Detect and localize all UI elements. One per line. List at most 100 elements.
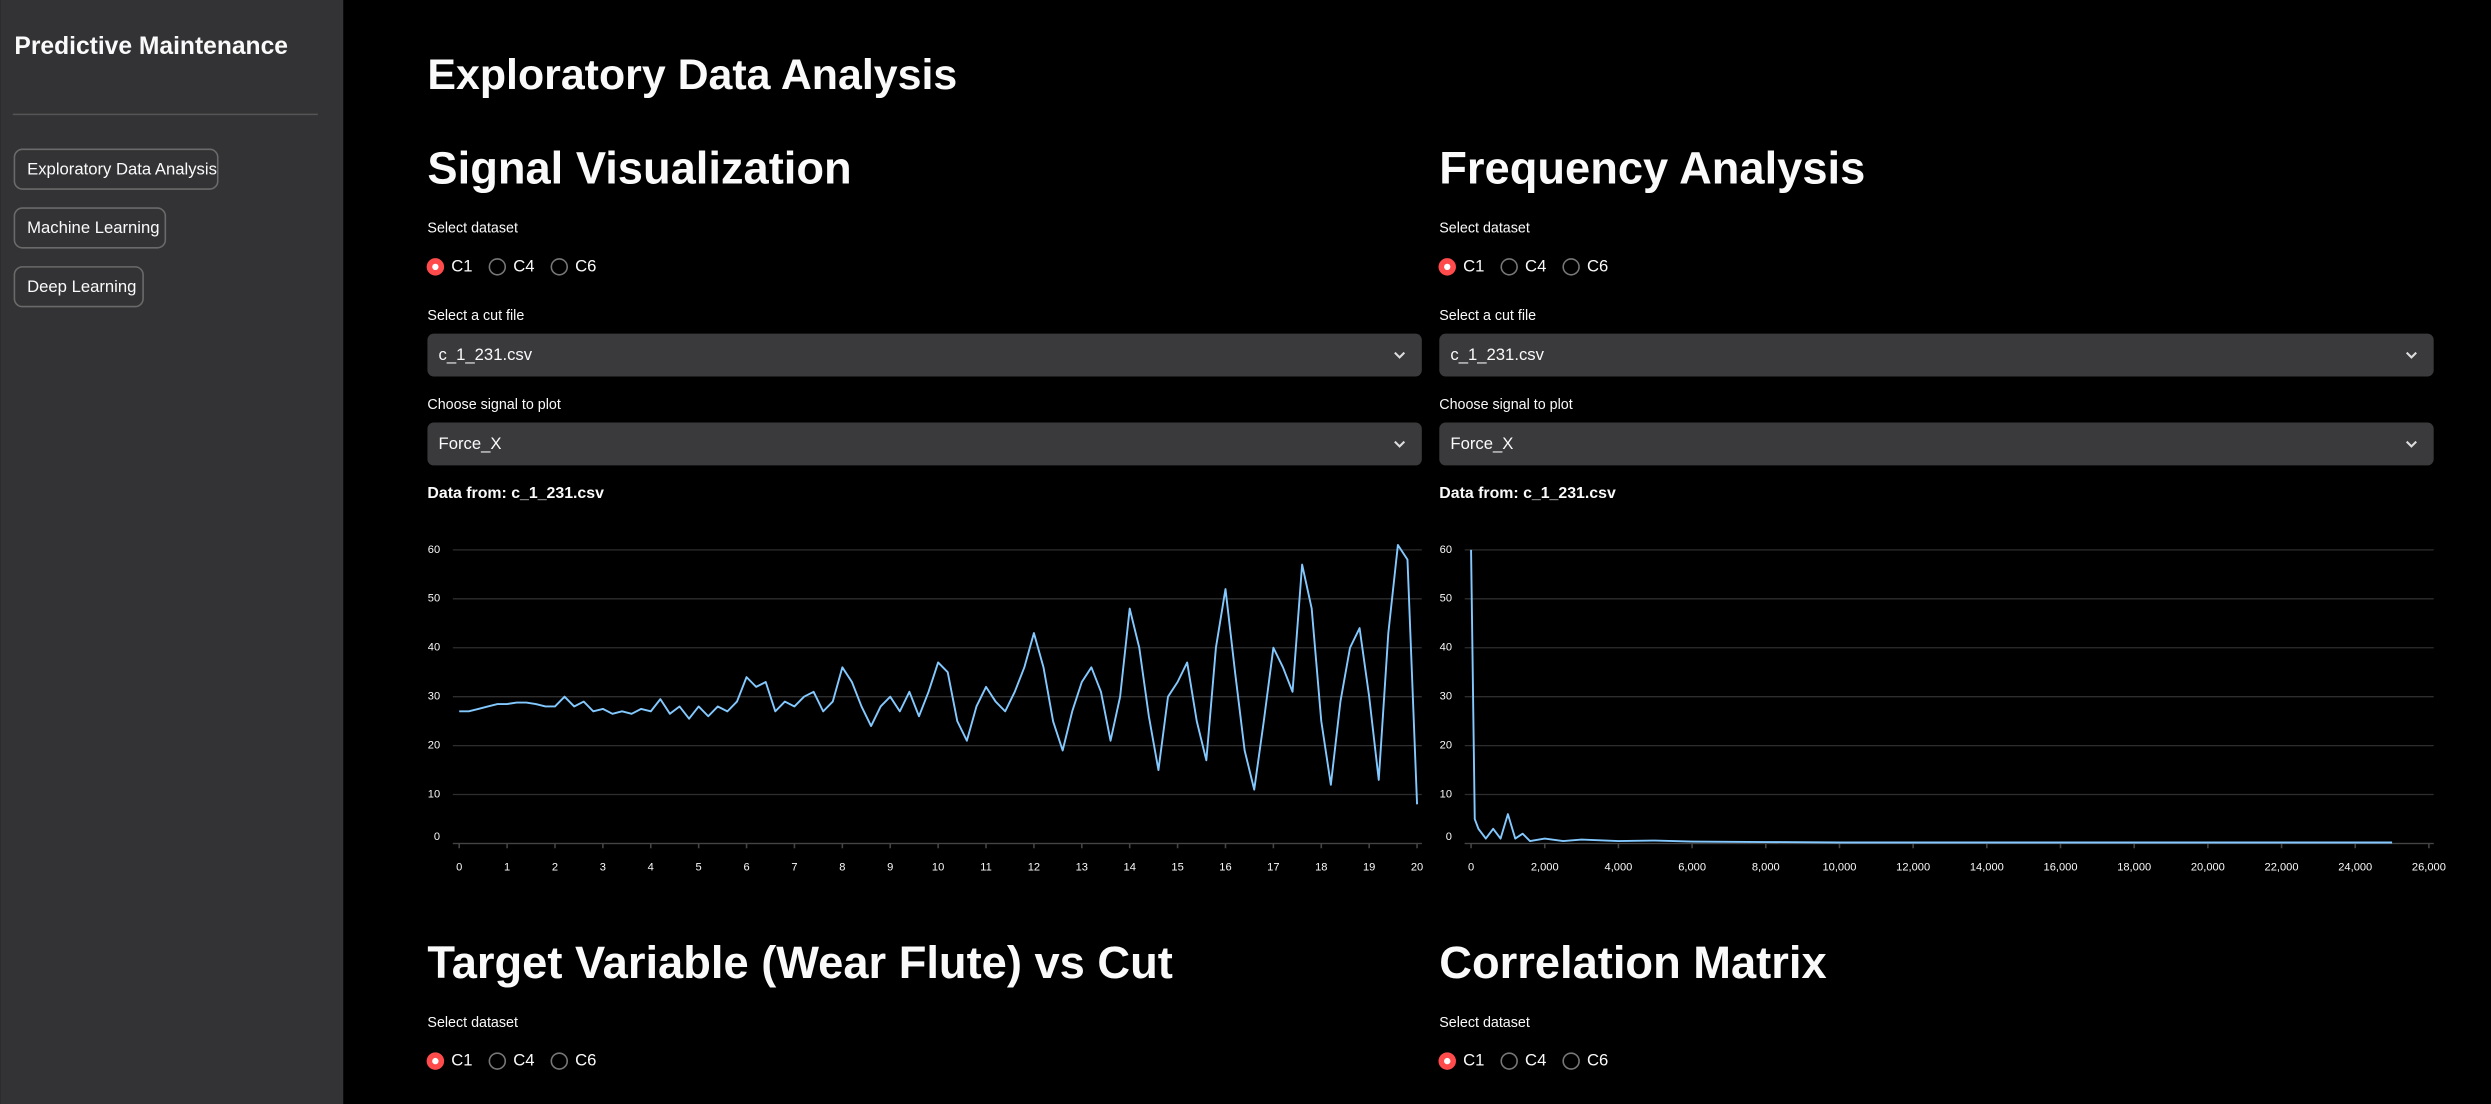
x-tick-label: 7 bbox=[791, 861, 797, 873]
radio-label: C1 bbox=[1463, 256, 1484, 275]
radio-label: C4 bbox=[513, 1051, 534, 1070]
field-label: Select dataset bbox=[427, 1015, 518, 1031]
y-tick-label: 10 bbox=[428, 788, 440, 800]
x-tick-label: 11 bbox=[980, 861, 992, 873]
select-box[interactable] bbox=[427, 422, 1422, 466]
x-tick-label: 17 bbox=[1267, 861, 1279, 873]
x-tick-label: 20,000 bbox=[2191, 861, 2225, 873]
x-tick-label: 6 bbox=[743, 861, 749, 873]
radio-label: C6 bbox=[575, 256, 596, 275]
x-tick-label: 22,000 bbox=[2265, 861, 2299, 873]
x-tick-label: 16,000 bbox=[2044, 861, 2078, 873]
data-line bbox=[459, 544, 1419, 805]
y-tick-label: 20 bbox=[1440, 740, 1452, 752]
x-tick-label: 8 bbox=[839, 861, 845, 873]
nav-button-label: Exploratory Data Analysis bbox=[27, 159, 217, 178]
section-title: Target Variable (Wear Flute) vs Cut bbox=[427, 937, 1172, 988]
radio-label: C1 bbox=[1463, 1051, 1484, 1070]
chart-caption: Data from: c_1_231.csv bbox=[1439, 485, 1616, 502]
radio-button[interactable] bbox=[488, 258, 507, 276]
select-value: c_1_231.csv bbox=[439, 345, 533, 364]
x-tick-label: 0 bbox=[1468, 861, 1474, 873]
radio-label: C1 bbox=[451, 1051, 472, 1070]
radio-button[interactable] bbox=[1500, 258, 1518, 276]
radio-label: C4 bbox=[1525, 1051, 1546, 1070]
y-tick-label: 30 bbox=[428, 691, 440, 703]
radio-label: C1 bbox=[451, 256, 472, 275]
select-chevron bbox=[1394, 351, 1406, 359]
x-tick-label: 4 bbox=[648, 861, 654, 873]
x-tick-label: 5 bbox=[696, 861, 702, 873]
page-title: Exploratory Data Analysis bbox=[427, 51, 957, 99]
y-tick-label: 50 bbox=[1440, 593, 1452, 605]
radio-button[interactable] bbox=[550, 258, 569, 276]
x-tick-label: 3 bbox=[600, 861, 606, 873]
y-tick-label: 60 bbox=[1440, 544, 1452, 556]
x-tick-label: 20 bbox=[1411, 861, 1423, 873]
radio-label: C6 bbox=[575, 1051, 596, 1070]
y-tick-label: 50 bbox=[428, 593, 440, 605]
select-value: Force_X bbox=[1450, 434, 1513, 453]
field-label: Select a cut file bbox=[427, 308, 524, 324]
radio-button[interactable] bbox=[1500, 1052, 1518, 1070]
section-title: Frequency Analysis bbox=[1439, 143, 1865, 194]
x-tick-label: 6,000 bbox=[1678, 861, 1706, 873]
x-tick-label: 2 bbox=[552, 861, 558, 873]
x-tick-label: 14 bbox=[1124, 861, 1136, 873]
radio-label: C4 bbox=[1525, 256, 1546, 275]
field-label: Choose signal to plot bbox=[1439, 397, 1572, 413]
field-label: Choose signal to plot bbox=[427, 397, 560, 413]
x-tick-label: 15 bbox=[1171, 861, 1183, 873]
x-tick-label: 24,000 bbox=[2338, 861, 2372, 873]
x-tick-label: 18 bbox=[1315, 861, 1327, 873]
select-box[interactable] bbox=[1439, 422, 2434, 466]
radio-dot bbox=[432, 263, 439, 271]
field-label: Select dataset bbox=[427, 221, 518, 237]
x-tick-label: 8,000 bbox=[1752, 861, 1780, 873]
x-tick-label: 18,000 bbox=[2117, 861, 2151, 873]
select-value: Force_X bbox=[439, 434, 502, 453]
section-title: Correlation Matrix bbox=[1439, 937, 1826, 988]
radio-label: C6 bbox=[1587, 1051, 1608, 1070]
radio-dot bbox=[432, 1057, 439, 1065]
y-tick-label: 40 bbox=[428, 642, 440, 654]
x-tick-label: 19 bbox=[1363, 861, 1375, 873]
radio-label: C6 bbox=[1587, 256, 1608, 275]
select-value: c_1_231.csv bbox=[1450, 345, 1544, 364]
radio-button[interactable] bbox=[488, 1052, 507, 1070]
chart-caption: Data from: c_1_231.csv bbox=[427, 485, 604, 502]
x-tick-label: 12,000 bbox=[1896, 861, 1930, 873]
field-label: Select dataset bbox=[1439, 1015, 1530, 1031]
x-tick-label: 13 bbox=[1076, 861, 1088, 873]
radio-button[interactable] bbox=[1562, 258, 1580, 276]
nav-button-label: Machine Learning bbox=[27, 218, 159, 237]
x-tick-label: 16 bbox=[1219, 861, 1231, 873]
nav-button[interactable] bbox=[13, 148, 219, 190]
nav-button[interactable] bbox=[13, 266, 144, 308]
nav-button[interactable] bbox=[13, 207, 167, 249]
y-tick-label: 0 bbox=[434, 831, 440, 843]
radio-button[interactable] bbox=[1562, 1052, 1580, 1070]
x-tick-label: 9 bbox=[887, 861, 893, 873]
data-line bbox=[1470, 549, 2393, 844]
radio-button[interactable] bbox=[550, 1052, 569, 1070]
section-title: Signal Visualization bbox=[427, 143, 851, 194]
radio-dot bbox=[1444, 1057, 1451, 1065]
select-chevron bbox=[2405, 351, 2417, 359]
x-tick-label: 0 bbox=[456, 861, 462, 873]
x-tick-label: 14,000 bbox=[1970, 861, 2004, 873]
field-label: Select a cut file bbox=[1439, 308, 1536, 324]
x-tick-label: 4,000 bbox=[1605, 861, 1633, 873]
x-tick-label: 12 bbox=[1028, 861, 1040, 873]
x-tick-label: 26,000 bbox=[2412, 861, 2446, 873]
select-box[interactable] bbox=[427, 333, 1422, 377]
y-tick-label: 20 bbox=[428, 740, 440, 752]
x-tick-label: 1 bbox=[504, 861, 510, 873]
sidebar-title: Predictive Maintenance bbox=[14, 33, 288, 60]
select-chevron bbox=[1394, 440, 1406, 448]
y-tick-label: 40 bbox=[1440, 642, 1452, 654]
select-box[interactable] bbox=[1439, 333, 2434, 377]
